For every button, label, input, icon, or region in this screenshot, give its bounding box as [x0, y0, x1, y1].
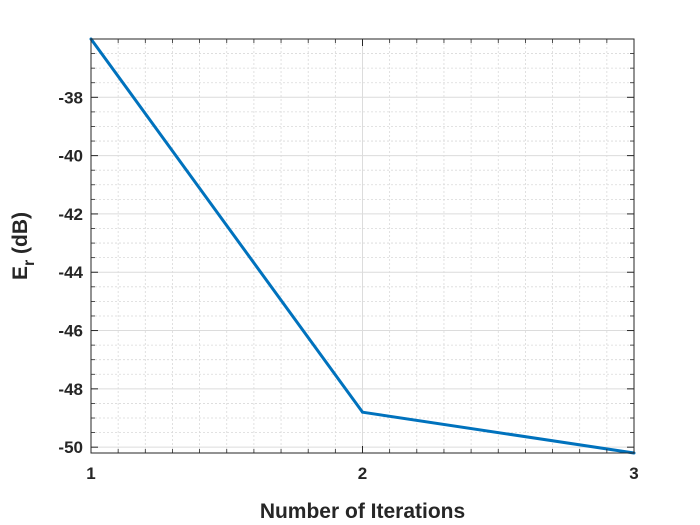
y-axis-title-unit: (dB) — [9, 212, 32, 260]
x-axis-title: Number of Iterations — [260, 500, 465, 523]
x-tick-labels: 1 2 3 — [86, 464, 638, 483]
y-tick-label: -50 — [58, 438, 83, 457]
y-axis-title: Er (dB) — [9, 212, 38, 280]
tick-marks — [90, 39, 635, 453]
x-tick-label: 2 — [358, 464, 367, 483]
y-tick-label: -38 — [58, 88, 83, 107]
minor-grid — [91, 39, 634, 453]
y-tick-label: -46 — [58, 322, 83, 341]
x-tick-label: 3 — [629, 464, 638, 483]
x-tick-label: 1 — [86, 464, 95, 483]
y-axis-title-subscript: r — [21, 260, 38, 266]
y-tick-label: -44 — [58, 263, 83, 282]
y-axis-title-main: E — [9, 266, 32, 280]
major-grid — [90, 39, 635, 453]
y-tick-label: -40 — [58, 147, 83, 166]
series-point — [361, 410, 364, 414]
y-tick-label: -48 — [58, 380, 83, 399]
y-tick-label: -42 — [58, 205, 83, 224]
y-tick-labels: -50 -48 -46 -44 -42 -40 -38 — [58, 88, 83, 457]
